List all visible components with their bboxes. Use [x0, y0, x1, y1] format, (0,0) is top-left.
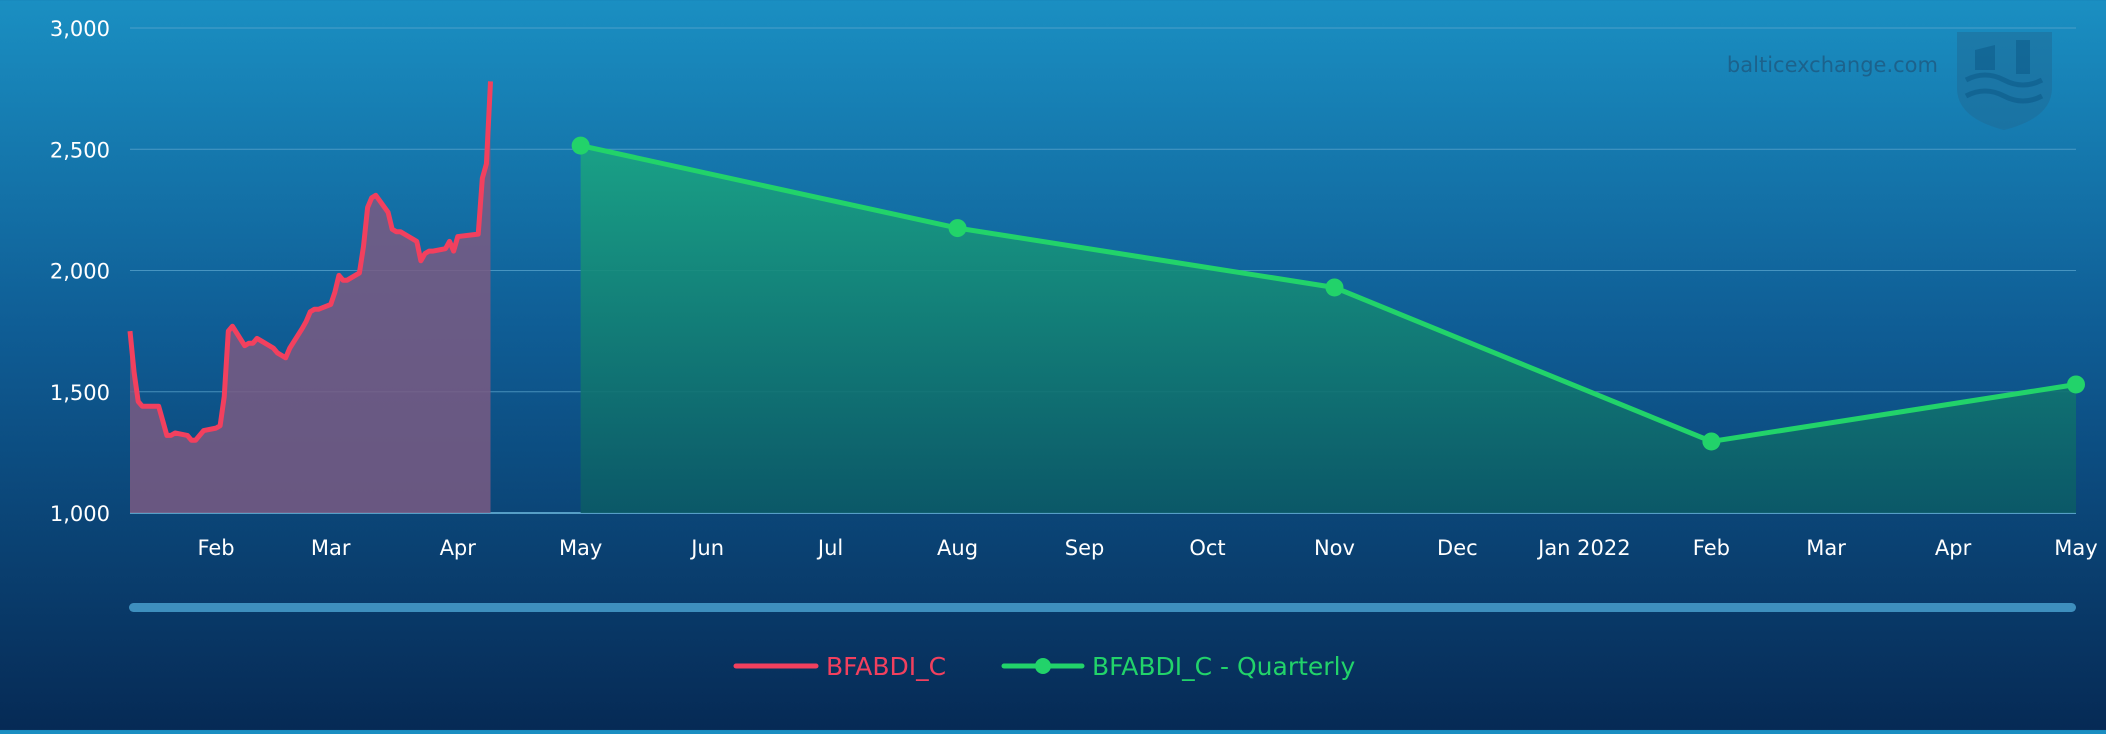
legend-item-daily[interactable]: BFABDI_C: [733, 652, 946, 681]
y-tick-label: 1,500: [50, 381, 110, 405]
watermark-text: balticexchange.com: [1727, 53, 1938, 77]
x-tick-label: Mar: [311, 536, 351, 560]
series-layer: [127, 81, 2085, 514]
x-tick-label: Dec: [1437, 536, 1478, 560]
quarterly-point: [1702, 432, 1721, 451]
quarterly-point: [948, 219, 967, 238]
x-tick-label: Nov: [1314, 536, 1355, 560]
chart-scrollbar[interactable]: [129, 603, 2076, 612]
baltic-exchange-shield-icon: [1957, 32, 2052, 130]
y-tick-label: 2,500: [50, 138, 110, 162]
x-tick-label: Sep: [1065, 536, 1105, 560]
y-axis-labels: 1,000 1,500 2,000 2,500 3,000: [50, 17, 110, 526]
x-tick-label: Jun: [689, 536, 724, 560]
x-tick-label: Jan 2022: [1536, 536, 1631, 560]
y-tick-label: 2,000: [50, 260, 110, 284]
quarterly-point: [2067, 375, 2085, 394]
legend-label-daily: BFABDI_C: [826, 652, 946, 681]
x-tick-label: Mar: [1806, 536, 1846, 560]
x-tick-label: Aug: [937, 536, 978, 560]
legend: BFABDI_C BFABDI_C - Quarterly: [733, 652, 1356, 681]
x-tick-label: Apr: [440, 536, 477, 560]
x-tick-label: Jul: [816, 536, 843, 560]
y-tick-label: 1,000: [50, 502, 110, 526]
x-axis-labels: Feb Mar Apr May Jun Jul Aug Sep Oct Nov Dec Jan 202…: [197, 536, 2097, 560]
daily-line: [127, 81, 494, 443]
x-tick-label: Apr: [1935, 536, 1972, 560]
x-tick-label: Oct: [1189, 536, 1225, 560]
quarterly-point: [1325, 278, 1344, 297]
x-tick-label: May: [2054, 536, 2097, 560]
x-tick-label: May: [559, 536, 602, 560]
legend-label-quarterly: BFABDI_C - Quarterly: [1092, 652, 1356, 681]
y-tick-label: 3,000: [50, 17, 110, 41]
legend-item-quarterly[interactable]: BFABDI_C - Quarterly: [1001, 652, 1356, 681]
x-tick-label: Feb: [1693, 536, 1730, 560]
daily-area: [130, 81, 491, 513]
quarterly-area: [580, 145, 2077, 514]
x-tick-label: Feb: [197, 536, 234, 560]
quarterly-point: [571, 136, 590, 155]
